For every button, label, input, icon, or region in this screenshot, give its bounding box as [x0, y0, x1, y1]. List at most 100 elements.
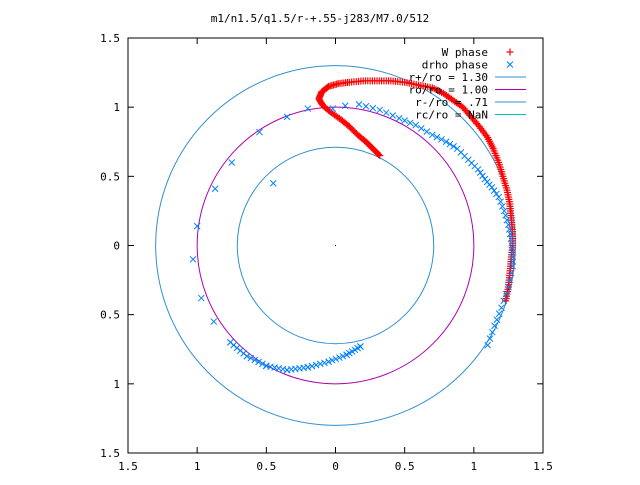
drho-phase-point [376, 106, 384, 114]
drho-phase-point [325, 358, 332, 366]
drho-phase-point [493, 190, 500, 198]
legend-label: r+/ro = 1.30 [409, 71, 488, 84]
drho-phase-point [304, 363, 312, 371]
drho-phase-point [395, 114, 403, 122]
x-tick-label: 0 [332, 460, 339, 473]
drho-phase-point [442, 138, 450, 146]
circle-ro-ro-1-00 [196, 106, 475, 385]
drho-phase-point [500, 297, 508, 305]
drho-phase-point [228, 159, 236, 166]
y-tick-label: 1.5 [100, 447, 120, 460]
drho-phase-point [283, 113, 291, 121]
drho-phase-point [357, 343, 364, 350]
drho-phase-point [484, 341, 492, 349]
legend-label: ro/ro = 1.00 [409, 84, 488, 97]
series-drho-phase [189, 101, 516, 374]
drho-phase-point [479, 172, 486, 180]
drho-phase-point [499, 202, 506, 210]
drho-phase-point [251, 356, 259, 364]
drho-phase-point [433, 133, 441, 141]
x-tick-label: 1 [471, 460, 478, 473]
drho-phase-point [450, 143, 457, 150]
drho-phase-point [401, 117, 409, 124]
drho-phase-point [486, 335, 494, 342]
drho-phase-point [233, 344, 241, 352]
drho-phase-point [321, 359, 328, 367]
drho-phase-point [490, 187, 498, 194]
y-tick-label: 0.5 [100, 170, 120, 183]
drho-phase-point [438, 136, 445, 143]
drho-phase-point [308, 362, 316, 370]
legend-label: drho phase [422, 59, 488, 72]
drho-phase-point [446, 140, 454, 148]
drho-phase-point [256, 128, 263, 136]
drho-phase-point [243, 352, 251, 360]
drho-phase-point [461, 152, 468, 160]
x-tick-label: 1.5 [533, 460, 553, 473]
drho-phase-point [497, 198, 504, 206]
drho-phase-point [502, 212, 510, 219]
drho-phase-point [247, 354, 255, 362]
drho-phase-point [506, 276, 514, 284]
x-tick-label: 1 [194, 460, 201, 473]
drho-phase-point [355, 101, 363, 108]
drho-phase-point [474, 166, 482, 173]
drho-phase-point [362, 102, 370, 110]
phase-markers [189, 77, 517, 374]
drho-phase-point [491, 322, 498, 330]
drho-phase-point [255, 358, 262, 366]
drho-phase-point [505, 283, 512, 291]
chart-title: m1/n1.5/q1.5/r-+.55-j283/M7.0/512 [211, 12, 430, 25]
drho-phase-point [509, 262, 516, 270]
drho-phase-point [211, 185, 219, 193]
drho-phase-point [339, 352, 347, 360]
legend-label: W phase [442, 46, 488, 59]
drho-phase-point [269, 179, 277, 187]
drho-phase-point [316, 360, 324, 368]
x-tick-label: 0.5 [395, 460, 415, 473]
y-tick-label: 1.5 [100, 32, 120, 45]
x-tick-label: 0.5 [256, 460, 276, 473]
drho-phase-point [488, 328, 496, 336]
drho-phase-point [329, 105, 337, 112]
drho-phase-point [502, 290, 510, 298]
drho-phase-point [230, 341, 238, 349]
drho-phase-point [240, 350, 248, 357]
drho-phase-point [332, 355, 340, 363]
y-tick-label: 0 [113, 240, 120, 253]
drho-phase-point [328, 356, 336, 364]
drho-phase-point [495, 310, 503, 318]
drho-phase-point [312, 361, 320, 369]
y-tick-label: 1 [113, 101, 120, 114]
drho-phase-point [500, 207, 508, 215]
drho-phase-point [197, 294, 205, 302]
drho-phase-point [412, 121, 420, 129]
y-axis-ticks: 1.5 1 0.5 0 0.5 1 1.5 [100, 32, 543, 460]
drho-phase-point [428, 131, 436, 139]
drho-phase-point [498, 304, 505, 312]
drho-phase-point [453, 145, 461, 153]
circle-r-ro-71 [236, 146, 435, 345]
y-tick-label: 0.5 [100, 309, 120, 322]
drho-phase-point [341, 102, 349, 110]
drho-phase-point [417, 125, 425, 132]
origin-dot [334, 244, 337, 247]
drho-phase-point [389, 112, 397, 119]
drho-phase-point [423, 128, 431, 135]
drho-phase-point [193, 222, 201, 230]
drho-phase-point [468, 159, 475, 167]
x-tick-label: 1.5 [118, 460, 138, 473]
drho-phase-point [406, 119, 414, 127]
legend-label: rc/ro = NaN [415, 109, 488, 122]
legend-label: r-/ro = .71 [415, 96, 488, 109]
drho-phase-point [464, 156, 472, 164]
y-tick-label: 1 [113, 378, 120, 391]
drho-phase-point [189, 255, 197, 263]
drho-phase-point [259, 360, 266, 368]
drho-phase-point [503, 216, 511, 224]
drho-phase-point [227, 338, 234, 346]
drho-phase-point [493, 316, 501, 324]
